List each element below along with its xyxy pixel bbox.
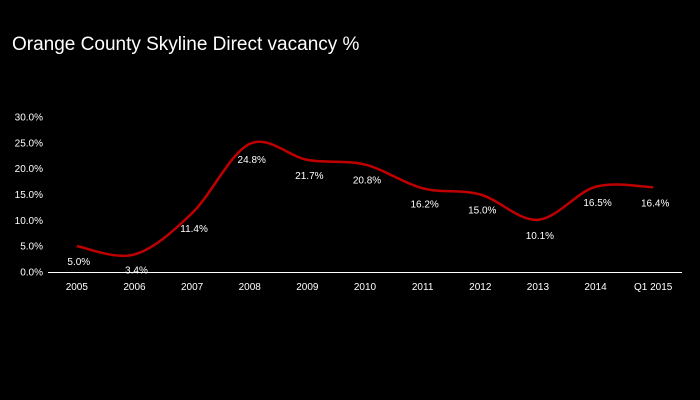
data-label: 5.0%	[67, 257, 90, 268]
data-label: 24.8%	[238, 155, 266, 166]
data-label: 16.2%	[410, 199, 438, 210]
y-tick-label: 30.0%	[15, 113, 43, 124]
y-tick-label: 15.0%	[15, 190, 43, 201]
x-tick-label: 2012	[469, 282, 492, 293]
y-axis-ticks: 0.0% 5.0% 10.0% 15.0% 20.0% 25.0% 30.0%	[15, 113, 43, 279]
vacancy-series-line	[76, 140, 654, 257]
x-tick-label: Q1 2015	[634, 282, 673, 293]
data-label: 15.0%	[468, 206, 496, 217]
data-label: 11.4%	[180, 224, 208, 235]
x-tick-label: 2007	[181, 282, 204, 293]
chart-title: Orange County Skyline Direct vacancy %	[12, 34, 360, 55]
x-tick-label: 2005	[66, 282, 89, 293]
x-tick-label: 2010	[354, 282, 377, 293]
y-tick-label: 20.0%	[15, 164, 43, 175]
x-tick-label: 2013	[527, 282, 550, 293]
x-tick-label: 2014	[584, 282, 607, 293]
y-tick-label: 25.0%	[15, 138, 43, 149]
x-axis-ticks: 2005 2006 2007 2008 2009 2010 2011 2012 2013 2014…	[66, 282, 673, 293]
y-tick-label: 0.0%	[20, 268, 43, 279]
data-label: 16.4%	[641, 198, 669, 209]
y-tick-label: 5.0%	[20, 242, 43, 253]
y-tick-label: 10.0%	[15, 216, 43, 227]
data-label: 3.4%	[125, 265, 148, 276]
data-label: 21.7%	[295, 171, 323, 182]
data-label: 16.5%	[583, 198, 611, 209]
data-label: 20.8%	[353, 176, 381, 187]
x-tick-label: 2008	[239, 282, 262, 293]
data-labels: 5.0% 3.4% 11.4% 24.8% 21.7% 20.8% 16.2% 15.0% 10…	[67, 155, 669, 277]
x-tick-label: 2011	[412, 282, 434, 293]
x-tick-label: 2009	[296, 282, 319, 293]
x-tick-label: 2006	[123, 282, 146, 293]
data-label: 10.1%	[526, 231, 554, 242]
